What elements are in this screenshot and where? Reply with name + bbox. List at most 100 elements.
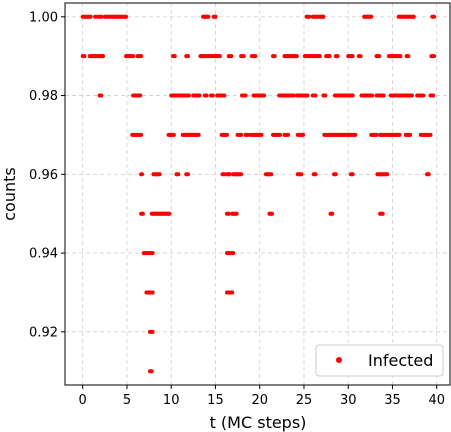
x-tick-label: 25 xyxy=(296,393,313,408)
data-point xyxy=(224,132,229,137)
data-point xyxy=(243,93,248,98)
data-point xyxy=(213,14,218,19)
data-point xyxy=(231,251,236,256)
data-point xyxy=(230,290,235,295)
data-point xyxy=(313,172,318,177)
data-point xyxy=(353,132,358,137)
data-point xyxy=(335,54,340,59)
y-tick-label: 1.00 xyxy=(29,10,58,25)
data-point xyxy=(176,172,181,177)
data-point xyxy=(99,14,104,19)
x-tick-label: 0 xyxy=(79,393,87,408)
data-point xyxy=(270,211,275,216)
data-point xyxy=(131,54,136,59)
data-point xyxy=(172,54,177,59)
grid-lines xyxy=(65,3,450,385)
data-point xyxy=(186,93,191,98)
data-point xyxy=(385,172,390,177)
data-point xyxy=(140,172,144,177)
data-point xyxy=(409,93,414,98)
data-point xyxy=(327,54,332,59)
data-point xyxy=(432,14,437,19)
plot-area-frame xyxy=(64,2,451,386)
data-point xyxy=(317,54,322,59)
data-point xyxy=(259,132,264,137)
data-points xyxy=(80,14,437,374)
data-point xyxy=(171,132,176,137)
x-tick-label: 10 xyxy=(163,393,180,408)
data-point xyxy=(150,290,155,295)
data-point xyxy=(323,93,328,98)
data-point xyxy=(333,172,338,177)
legend-box xyxy=(315,344,444,377)
data-point xyxy=(421,93,426,98)
x-tick-label: 40 xyxy=(428,393,445,408)
data-point xyxy=(411,14,416,19)
data-point xyxy=(227,172,232,177)
y-tick-label: 0.98 xyxy=(29,89,58,104)
data-point xyxy=(140,211,145,216)
data-point xyxy=(291,93,296,98)
data-point xyxy=(278,132,283,137)
data-point xyxy=(350,54,355,59)
data-point xyxy=(210,93,215,98)
data-point xyxy=(397,132,402,137)
data-point xyxy=(226,211,231,216)
data-point xyxy=(262,93,267,98)
data-point xyxy=(139,54,144,59)
data-point xyxy=(313,93,318,98)
data-point xyxy=(428,132,433,137)
data-point xyxy=(370,93,375,98)
y-axis-label: counts xyxy=(0,167,19,220)
legend-label: Infected xyxy=(368,351,433,370)
data-point xyxy=(241,54,246,59)
data-point xyxy=(157,172,162,177)
x-tick-label: 5 xyxy=(123,393,131,408)
data-point xyxy=(229,54,234,59)
data-point xyxy=(222,93,227,98)
data-point xyxy=(380,211,385,216)
data-point xyxy=(321,14,326,19)
legend: Infected xyxy=(315,344,444,377)
legend-marker xyxy=(336,357,342,363)
y-tick-label: 0.96 xyxy=(29,168,58,183)
data-point xyxy=(206,14,211,19)
data-point xyxy=(149,369,154,374)
data-point xyxy=(124,14,129,19)
data-point xyxy=(101,54,106,59)
data-point xyxy=(350,93,355,98)
y-axis-ticks: 0.92 0.94 0.96 0.98 1.00 xyxy=(29,10,65,340)
y-tick-label: 0.92 xyxy=(29,325,58,340)
data-point xyxy=(196,132,201,137)
data-point xyxy=(330,211,335,216)
data-point xyxy=(374,132,379,137)
data-point xyxy=(204,93,209,98)
data-point xyxy=(272,54,277,59)
x-tick-label: 30 xyxy=(340,393,357,408)
data-point xyxy=(305,93,310,98)
data-point xyxy=(217,54,222,59)
data-point xyxy=(369,14,374,19)
x-tick-label: 35 xyxy=(384,393,401,408)
data-point xyxy=(299,172,304,177)
data-point xyxy=(150,329,155,334)
data-point xyxy=(253,54,258,59)
x-axis-label: t (MC steps) xyxy=(210,413,307,432)
data-point xyxy=(138,93,143,98)
data-point xyxy=(139,132,144,137)
data-point xyxy=(426,172,431,177)
data-point xyxy=(82,54,87,59)
data-point xyxy=(398,54,403,59)
x-tick-label: 15 xyxy=(207,393,224,408)
data-point xyxy=(358,54,363,59)
data-point xyxy=(431,93,436,98)
data-point xyxy=(99,93,104,98)
data-point xyxy=(307,14,312,19)
data-point xyxy=(234,211,239,216)
data-point xyxy=(239,132,244,137)
data-point xyxy=(286,132,291,137)
data-point xyxy=(408,132,413,137)
x-tick-label: 20 xyxy=(251,393,268,408)
data-point xyxy=(406,54,411,59)
